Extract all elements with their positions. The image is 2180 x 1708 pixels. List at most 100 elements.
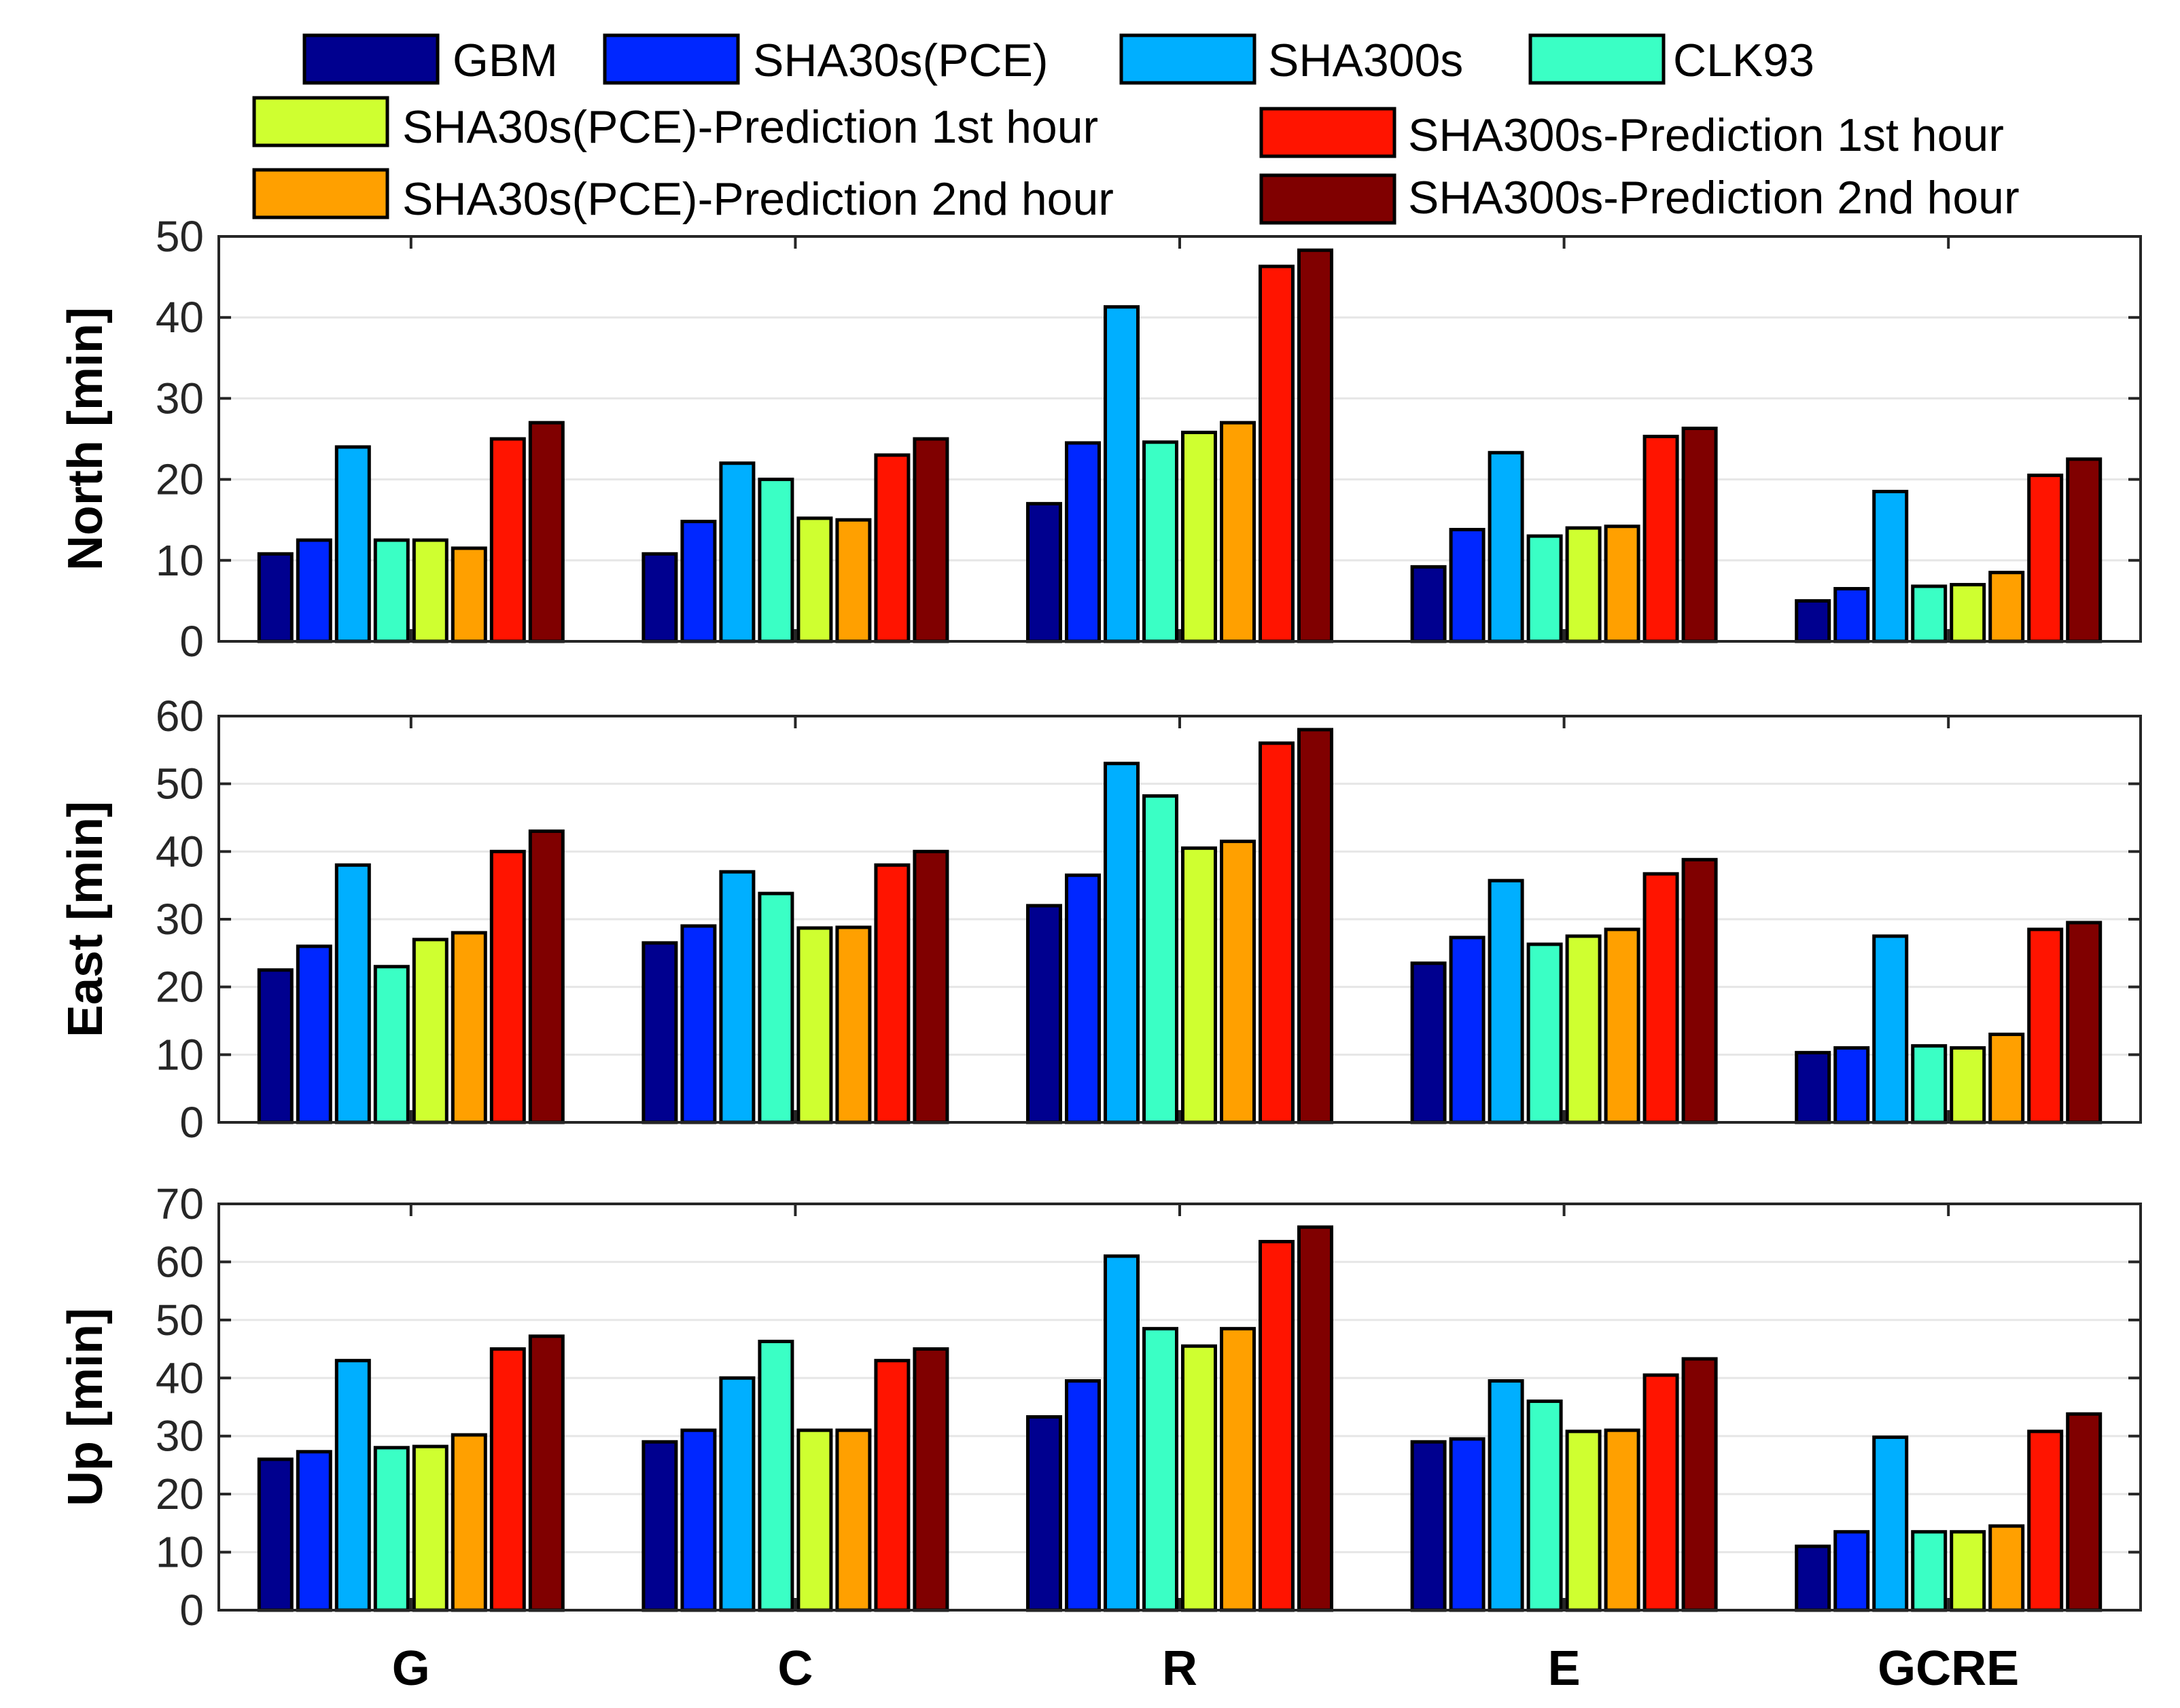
y-axis-label: North [min] (58, 307, 113, 571)
legend-item-sha30s-pce: SHA30s(PCE) (603, 33, 1049, 86)
bar-sha30s-pce-gcre (1833, 1046, 1870, 1124)
legend-swatch (1259, 173, 1396, 225)
bar-sha300s-c (719, 1376, 756, 1612)
bar-gbm-r (1026, 501, 1062, 643)
bar-sha30s-pce-prediction-2nd-hour-g (451, 931, 487, 1124)
bar-sha300s-prediction-1st-hour-c (874, 1359, 911, 1612)
y-tick-label: 30 (156, 1412, 204, 1461)
legend-swatch (1528, 33, 1666, 85)
bar-gbm-c (641, 941, 678, 1124)
bar-sha300s-r (1104, 762, 1140, 1124)
category-label-g: G (392, 1641, 430, 1696)
bar-gbm-gcre (1795, 1544, 1831, 1612)
bar-sha300s-prediction-2nd-hour-gcre (2066, 1412, 2103, 1612)
legend: GBM SHA30s(PCE) SHA300s CLK93 SHA30s(PCE)-Pr… (252, 33, 2020, 225)
legend-item-sha30s-pce-prediction-1st-hour: SHA30s(PCE)-Prediction 1st hour (252, 96, 1098, 153)
bar-sha30s-pce-prediction-2nd-hour-g (451, 546, 487, 643)
bar-sha30s-pce-prediction-2nd-hour-e (1604, 927, 1640, 1124)
bar-gbm-g (257, 1457, 294, 1612)
bar-sha30s-pce-c (680, 1428, 717, 1612)
bar-clk93-gcre (1911, 584, 1948, 643)
category-label-e: E (1548, 1641, 1581, 1696)
bar-sha300s-prediction-1st-hour-e (1642, 1373, 1679, 1612)
bar-sha300s-prediction-2nd-hour-c (913, 437, 949, 643)
y-tick-label: 10 (156, 1528, 204, 1577)
bar-sha30s-pce-g (296, 538, 332, 643)
y-tick-label: 40 (156, 827, 204, 876)
bar-sha300s-prediction-2nd-hour-c (913, 1347, 949, 1612)
bar-sha30s-pce-r (1065, 441, 1101, 643)
bar-clk93-gcre (1911, 1530, 1948, 1612)
bar-sha30s-pce-c (680, 924, 717, 1124)
bar-clk93-c (758, 891, 794, 1124)
category-label-gcre: GCRE (1878, 1641, 2019, 1696)
bar-clk93-g (373, 965, 410, 1124)
bar-sha300s-prediction-2nd-hour-g (528, 1334, 565, 1612)
bar-sha300s-prediction-1st-hour-e (1642, 434, 1679, 643)
bar-clk93-e (1526, 942, 1563, 1124)
bar-clk93-r (1142, 794, 1178, 1124)
legend-label: CLK93 (1673, 35, 1814, 86)
bar-clk93-e (1526, 534, 1563, 643)
east-panel: 0 10 20 30 40 50 60 East [min] (58, 692, 2142, 1147)
bar-sha30s-pce-prediction-1st-hour-gcre (1950, 583, 1986, 643)
legend-label: SHA300s-Prediction 2nd hour (1408, 172, 2020, 224)
bar-sha300s-c (719, 870, 756, 1124)
category-label-r: R (1162, 1641, 1197, 1696)
bar-sha300s-e (1488, 1379, 1524, 1612)
bar-sha30s-pce-prediction-2nd-hour-r (1220, 1327, 1256, 1612)
bar-sha30s-pce-prediction-1st-hour-gcre (1950, 1530, 1986, 1612)
bar-gbm-e (1410, 565, 1447, 643)
y-axis-label: East [min] (58, 801, 113, 1037)
bar-sha30s-pce-prediction-1st-hour-gcre (1950, 1046, 1986, 1124)
y-tick-label: 10 (156, 1030, 204, 1079)
y-tick-label: 0 (179, 1586, 204, 1635)
bar-sha300s-prediction-2nd-hour-e (1681, 857, 1718, 1124)
y-tick-label: 70 (156, 1179, 204, 1228)
bar-sha30s-pce-g (296, 1450, 332, 1612)
bar-sha300s-gcre (1872, 489, 1909, 643)
y-tick-label: 0 (179, 1098, 204, 1147)
legend-item-gbm: GBM (302, 33, 558, 86)
bar-sha30s-pce-prediction-2nd-hour-c (835, 925, 872, 1124)
up-panel: 0 10 20 30 40 50 60 70 Up [min] (58, 1179, 2142, 1635)
bar-sha300s-e (1488, 450, 1524, 643)
bar-sha300s-prediction-1st-hour-g (489, 437, 526, 643)
y-tick-label: 60 (156, 692, 204, 741)
bar-sha30s-pce-prediction-1st-hour-e (1565, 526, 1602, 643)
legend-label: SHA300s-Prediction 1st hour (1408, 109, 2004, 161)
bar-gbm-gcre (1795, 1050, 1831, 1124)
bar-sha30s-pce-r (1065, 1379, 1101, 1612)
bar-sha300s-r (1104, 305, 1140, 643)
bar-sha300s-g (334, 1359, 371, 1612)
bar-sha300s-e (1488, 878, 1524, 1124)
y-tick-label: 40 (156, 293, 204, 342)
bar-sha300s-prediction-1st-hour-r (1259, 741, 1295, 1124)
bar-clk93-c (758, 1339, 794, 1612)
bar-sha300s-prediction-2nd-hour-g (528, 421, 565, 643)
y-tick-label: 50 (156, 1296, 204, 1345)
bar-sha300s-prediction-2nd-hour-gcre (2066, 457, 2103, 643)
bar-sha30s-pce-prediction-1st-hour-g (412, 938, 449, 1124)
bar-sha300s-prediction-1st-hour-c (874, 453, 911, 643)
legend-label: SHA300s (1268, 35, 1463, 86)
legend-item-sha300s-prediction-1st-hour: SHA300s-Prediction 1st hour (1259, 107, 2004, 161)
bar-sha300s-prediction-1st-hour-r (1259, 264, 1295, 643)
bar-sha300s-prediction-1st-hour-gcre (2027, 474, 2064, 643)
bar-sha30s-pce-e (1449, 936, 1485, 1124)
bar-sha30s-pce-e (1449, 1437, 1485, 1612)
y-tick-label: 60 (156, 1237, 204, 1286)
bar-clk93-r (1142, 1327, 1178, 1612)
bar-sha300s-prediction-2nd-hour-c (913, 849, 949, 1124)
bar-sha300s-r (1104, 1254, 1140, 1612)
bar-gbm-g (257, 552, 294, 643)
bar-gbm-c (641, 552, 678, 643)
bar-sha30s-pce-prediction-1st-hour-g (412, 538, 449, 643)
bar-sha300s-prediction-1st-hour-e (1642, 872, 1679, 1124)
bar-sha30s-pce-prediction-2nd-hour-c (835, 1428, 872, 1612)
bar-sha30s-pce-prediction-1st-hour-g (412, 1444, 449, 1612)
y-tick-label: 50 (156, 760, 204, 808)
bar-sha30s-pce-prediction-1st-hour-r (1181, 846, 1217, 1124)
bar-clk93-g (373, 1446, 410, 1612)
